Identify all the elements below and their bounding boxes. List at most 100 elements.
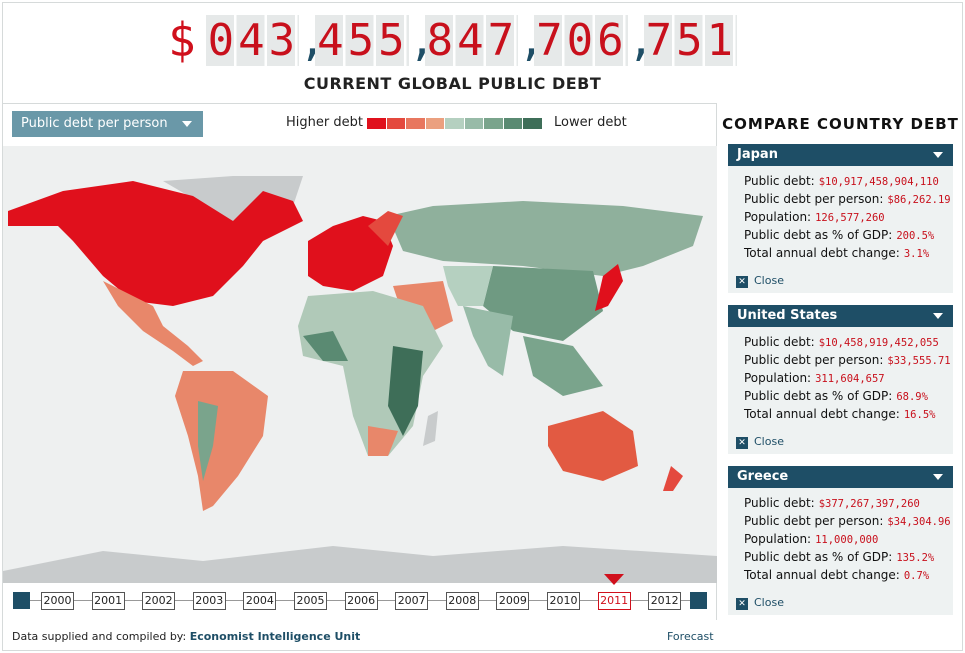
- stat-row: Public debt: $10,917,458,904,110: [744, 174, 939, 188]
- close-button[interactable]: Close: [736, 596, 784, 610]
- digit-separator: ,: [299, 14, 326, 66]
- footer-source[interactable]: Economist Intelligence Unit: [189, 630, 361, 643]
- year-button[interactable]: 2004: [243, 592, 277, 610]
- stat-row: Total annual debt change: 0.7%: [744, 568, 929, 582]
- year-button[interactable]: 2009: [496, 592, 530, 610]
- footer-prefix: Data supplied and compiled by:: [12, 630, 187, 643]
- legend-swatch: [386, 118, 405, 129]
- stat-value: 200.5%: [896, 230, 935, 242]
- stat-row: Public debt: $10,458,919,452,055: [744, 335, 939, 349]
- stat-label: Population:: [744, 532, 812, 546]
- stat-label: Public debt per person:: [744, 192, 884, 206]
- stat-row: Population: 11,000,000: [744, 532, 878, 546]
- legend-swatch: [484, 118, 503, 129]
- stat-label: Population:: [744, 371, 812, 385]
- russia[interactable]: [388, 201, 703, 276]
- year-button[interactable]: 2012: [648, 592, 682, 610]
- stat-value: 311,604,657: [815, 373, 885, 385]
- year-button[interactable]: 2006: [344, 592, 378, 610]
- country-name[interactable]: Japan: [728, 144, 953, 166]
- stat-value: 11,000,000: [815, 534, 879, 546]
- stat-row: Public debt per person: $86,262.19: [744, 192, 951, 206]
- stat-label: Total annual debt change:: [744, 568, 900, 582]
- stat-label: Public debt:: [744, 174, 815, 188]
- stat-value: $10,458,919,452,055: [818, 337, 939, 349]
- stat-row: Public debt per person: $33,555.71: [744, 353, 951, 367]
- country-card: United States Public debt: $10,458,919,452…: [728, 305, 953, 454]
- stat-value: 16.5%: [903, 409, 936, 421]
- stat-label: Public debt per person:: [744, 353, 884, 367]
- stat-row: Public debt as % of GDP: 200.5%: [744, 228, 934, 242]
- stat-label: Total annual debt change:: [744, 246, 900, 260]
- close-button[interactable]: Close: [736, 435, 784, 449]
- legend-low: Lower debt: [554, 115, 627, 130]
- sidebar-title: COMPARE COUNTRY DEBT: [722, 115, 959, 133]
- china[interactable]: [483, 266, 603, 341]
- year-button[interactable]: 2003: [192, 592, 226, 610]
- stat-label: Population:: [744, 210, 812, 224]
- new-zealand[interactable]: [663, 466, 683, 491]
- stat-value: $10,917,458,904,110: [818, 176, 939, 188]
- country-card: Japan Public debt: $10,917,458,904,110 Publ…: [728, 144, 953, 293]
- antarctica: [3, 546, 717, 583]
- stat-value: 135.2%: [896, 552, 935, 564]
- japan[interactable]: [595, 264, 623, 311]
- currency: $: [167, 13, 196, 67]
- year-button[interactable]: 2008: [445, 592, 479, 610]
- next-year[interactable]: [690, 592, 707, 609]
- year-button[interactable]: 2000: [41, 592, 74, 610]
- stat-row: Public debt as % of GDP: 68.9%: [744, 389, 928, 403]
- stat-label: Public debt:: [744, 335, 815, 349]
- south-africa[interactable]: [368, 426, 398, 456]
- europe[interactable]: [308, 216, 393, 291]
- year-button[interactable]: 2010: [547, 592, 580, 610]
- stat-label: Public debt as % of GDP:: [744, 228, 893, 242]
- west-africa[interactable]: [303, 331, 348, 361]
- stat-value: 68.9%: [896, 391, 928, 403]
- southeast-asia[interactable]: [523, 336, 603, 396]
- central-asia[interactable]: [443, 266, 493, 306]
- stat-value: $33,555.71: [887, 355, 951, 367]
- stat-value: $377,267,397,260: [818, 498, 920, 510]
- bolivia-paraguay[interactable]: [198, 401, 218, 481]
- counter-title: CURRENT GLOBAL PUBLIC DEBT: [303, 74, 602, 93]
- east-africa[interactable]: [388, 346, 423, 436]
- stat-label: Public debt as % of GDP:: [744, 389, 893, 403]
- mexico[interactable]: [103, 281, 203, 366]
- year-button[interactable]: 2001: [91, 592, 125, 610]
- australia[interactable]: [548, 411, 638, 481]
- stat-row: Population: 126,577,260: [744, 210, 885, 224]
- north-america[interactable]: [8, 181, 303, 306]
- digit-group: 751: [643, 14, 738, 66]
- digit-separator: ,: [518, 14, 545, 66]
- stat-value: 0.7%: [903, 570, 930, 582]
- footer: Data supplied and compiled by: Economist…: [12, 630, 360, 643]
- scandinavia[interactable]: [368, 211, 403, 246]
- india[interactable]: [463, 306, 513, 376]
- country-name[interactable]: Greece: [728, 466, 953, 488]
- legend-swatch: [523, 118, 542, 129]
- metric-dropdown[interactable]: Public debt per person: [12, 111, 203, 137]
- stat-label: Public debt per person:: [744, 514, 884, 528]
- legend-swatch: [406, 118, 425, 129]
- stat-row: Public debt per person: $34,304.96: [744, 514, 951, 528]
- stat-value: 3.1%: [903, 248, 930, 260]
- year-button[interactable]: 2011: [597, 592, 631, 610]
- debt-counter: $ 043, 455, 847, 706, 751: [0, 10, 965, 70]
- year-button[interactable]: 2005: [294, 592, 327, 610]
- digit-group: 043: [205, 14, 300, 66]
- madagascar[interactable]: [423, 411, 438, 446]
- forecast-label: Forecast: [667, 630, 714, 643]
- legend-swatch: [445, 118, 464, 129]
- stat-label: Total annual debt change:: [744, 407, 900, 421]
- close-button[interactable]: Close: [736, 274, 784, 288]
- legend-high: Higher debt: [286, 115, 363, 130]
- country-name[interactable]: United States: [728, 305, 953, 327]
- stat-row: Public debt: $377,267,397,260: [744, 496, 920, 510]
- year-button[interactable]: 2002: [142, 592, 176, 610]
- digit-separator: ,: [408, 14, 436, 66]
- year-button[interactable]: 2007: [395, 592, 429, 610]
- prev-year[interactable]: [13, 592, 30, 609]
